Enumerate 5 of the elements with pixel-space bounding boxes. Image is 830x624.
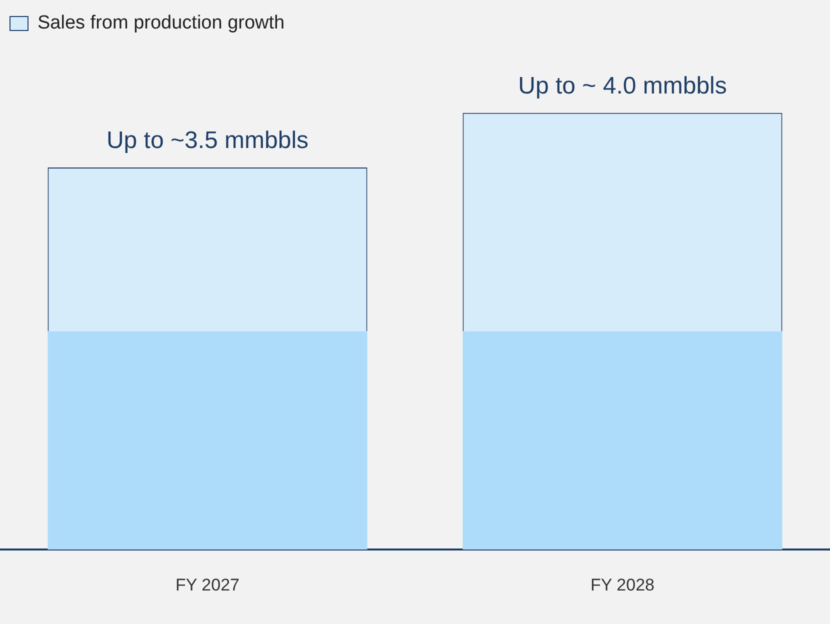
annotation: Up to ~ 4.0 mmbbls (518, 72, 727, 100)
annotation: Up to ~3.5 mmbbls (106, 127, 309, 154)
x-tick-label: FY 2028 (590, 575, 654, 594)
legend-label: Sales from production growth (38, 12, 285, 34)
x-tick-label: FY 2027 (176, 575, 240, 594)
